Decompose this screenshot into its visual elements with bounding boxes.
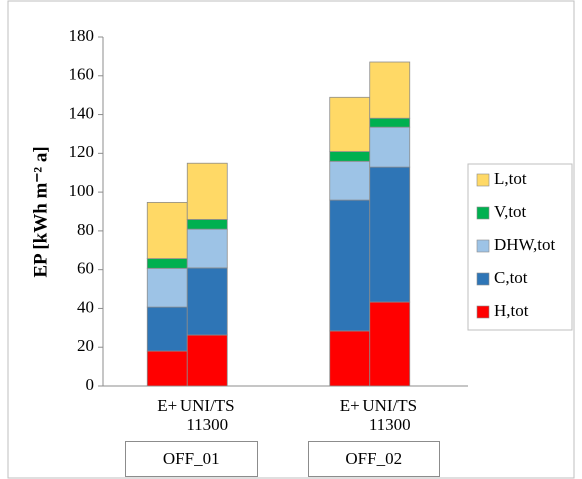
- bar-segment: [369, 166, 411, 303]
- bar-segment: [146, 267, 188, 308]
- y-tick-label: 120: [69, 142, 95, 161]
- bar-segment: [146, 350, 188, 387]
- bar-segment: [369, 117, 411, 128]
- y-tick-label: 140: [69, 103, 95, 122]
- bar-segment: [146, 258, 188, 269]
- legend-swatch: [476, 173, 490, 187]
- y-tick-label: 40: [77, 297, 94, 316]
- bar-segment: [329, 199, 371, 332]
- x-tick-label: E+: [157, 396, 178, 415]
- legend-label: H,tot: [494, 301, 529, 320]
- x-tick-label: E+: [339, 396, 360, 415]
- y-tick-label: 80: [77, 220, 94, 239]
- bar-segment: [369, 301, 411, 387]
- bar-segment: [186, 334, 228, 387]
- bar-segment: [146, 201, 188, 260]
- y-tick-label: 20: [77, 336, 94, 355]
- legend-label: DHW,tot: [494, 235, 556, 254]
- x-tick-label: UNI/TS 11300: [362, 396, 418, 434]
- y-tick-label: 0: [86, 375, 95, 394]
- legend-swatch: [476, 272, 490, 286]
- legend-label: V,tot: [494, 202, 527, 221]
- bar-segment: [186, 228, 228, 269]
- bar-segment: [329, 96, 371, 152]
- bar-segment: [329, 151, 371, 162]
- bar-segment: [146, 306, 188, 352]
- legend-swatch: [476, 239, 490, 253]
- bar-segment: [369, 61, 411, 119]
- legend-swatch: [476, 206, 490, 220]
- y-tick-label: 100: [69, 181, 95, 200]
- legend-label: C,tot: [494, 268, 528, 287]
- x-tick-label: UNI/TS 11300: [179, 396, 235, 434]
- bar-segment: [186, 162, 228, 220]
- bar-segment: [329, 330, 371, 387]
- y-axis-title: EP [kWh m⁻² a]: [30, 146, 51, 277]
- group-label: OFF_01: [125, 441, 258, 477]
- group-label: OFF_02: [307, 441, 440, 477]
- bar-segment: [186, 219, 228, 230]
- y-tick-label: 180: [69, 26, 95, 45]
- y-tick-label: 60: [77, 259, 94, 278]
- bar-segment: [329, 160, 371, 201]
- legend-swatch: [476, 305, 490, 319]
- legend-label: L,tot: [494, 169, 527, 188]
- bar-segment: [369, 126, 411, 168]
- y-tick-label: 160: [69, 65, 95, 84]
- chart-border: [7, 0, 575, 479]
- bar-segment: [186, 267, 228, 336]
